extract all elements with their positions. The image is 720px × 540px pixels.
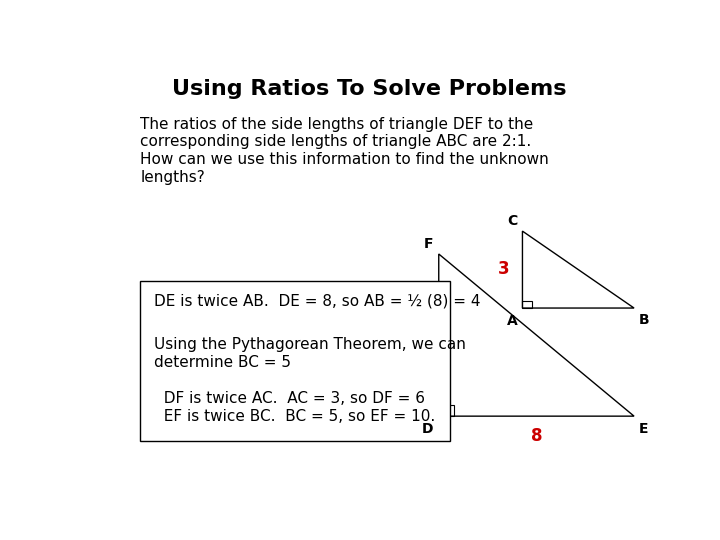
Text: F: F bbox=[423, 237, 433, 251]
Text: Using the Pythagorean Theorem, we can
determine BC = 5: Using the Pythagorean Theorem, we can de… bbox=[154, 337, 466, 369]
Text: A: A bbox=[507, 314, 518, 328]
Text: How can we use this information to find the unknown
lengths?: How can we use this information to find … bbox=[140, 152, 549, 185]
Text: The ratios of the side lengths of triangle DEF to the
corresponding side lengths: The ratios of the side lengths of triang… bbox=[140, 117, 534, 149]
Text: 3: 3 bbox=[498, 260, 510, 279]
Text: DE is twice AB.  DE = 8, so AB = ½ (8) = 4: DE is twice AB. DE = 8, so AB = ½ (8) = … bbox=[154, 294, 481, 308]
FancyBboxPatch shape bbox=[140, 281, 450, 441]
Text: D: D bbox=[422, 422, 433, 436]
Text: DF is twice AC.  AC = 3, so DF = 6
  EF is twice BC.  BC = 5, so EF = 10.: DF is twice AC. AC = 3, so DF = 6 EF is … bbox=[154, 391, 436, 423]
Text: C: C bbox=[508, 214, 518, 228]
Bar bbox=[438, 404, 454, 416]
Text: 8: 8 bbox=[531, 427, 542, 446]
Text: B: B bbox=[639, 313, 649, 327]
Bar bbox=[523, 301, 533, 308]
Text: Using Ratios To Solve Problems: Using Ratios To Solve Problems bbox=[172, 79, 566, 99]
Text: E: E bbox=[639, 422, 648, 436]
